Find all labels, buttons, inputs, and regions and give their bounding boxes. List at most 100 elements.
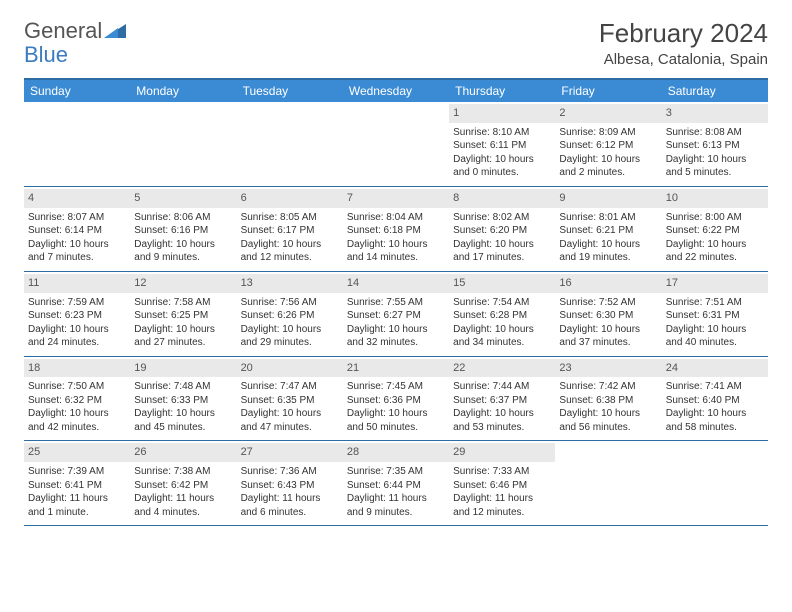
daylight2-text: and 58 minutes. (666, 421, 764, 435)
month-title: February 2024 (599, 18, 768, 49)
brand-part1: General (24, 18, 102, 44)
daylight1-text: Daylight: 10 hours (453, 407, 551, 421)
calendar-cell: 7Sunrise: 8:04 AMSunset: 6:18 PMDaylight… (343, 187, 449, 271)
sunrise-text: Sunrise: 7:50 AM (28, 380, 126, 394)
daylight1-text: Daylight: 10 hours (134, 238, 232, 252)
sunset-text: Sunset: 6:32 PM (28, 394, 126, 408)
calendar-cell: 26Sunrise: 7:38 AMSunset: 6:42 PMDayligh… (130, 441, 236, 525)
calendar-cell: 3 Sunrise: 8:08 AMSunset: 6:13 PMDaylight… (662, 102, 768, 186)
daylight2-text: and 47 minutes. (241, 421, 339, 435)
daylight1-text: Daylight: 10 hours (666, 153, 764, 167)
sunset-text: Sunset: 6:35 PM (241, 394, 339, 408)
day-number: 19 (130, 359, 236, 378)
day-number: 15 (449, 274, 555, 293)
daylight1-text: Daylight: 11 hours (28, 492, 126, 506)
calendar-cell: 23Sunrise: 7:42 AMSunset: 6:38 PMDayligh… (555, 357, 661, 441)
daylight2-text: and 9 minutes. (347, 506, 445, 520)
sunrise-text: Sunrise: 8:08 AM (666, 126, 764, 140)
day-number: 9 (555, 189, 661, 208)
calendar-cell: 20Sunrise: 7:47 AMSunset: 6:35 PMDayligh… (237, 357, 343, 441)
page-header: General February 2024 Albesa, Catalonia,… (24, 18, 768, 68)
calendar-week: 11Sunrise: 7:59 AMSunset: 6:23 PMDayligh… (24, 272, 768, 357)
sunrise-text: Sunrise: 7:39 AM (28, 465, 126, 479)
daylight2-text: and 56 minutes. (559, 421, 657, 435)
sunrise-text: Sunrise: 7:33 AM (453, 465, 551, 479)
daylight2-text: and 5 minutes. (666, 166, 764, 180)
sunset-text: Sunset: 6:26 PM (241, 309, 339, 323)
sunset-text: Sunset: 6:36 PM (347, 394, 445, 408)
daylight1-text: Daylight: 10 hours (666, 323, 764, 337)
daylight2-text: and 6 minutes. (241, 506, 339, 520)
day-number: 3 (662, 104, 768, 123)
calendar-cell (555, 441, 661, 525)
sunset-text: Sunset: 6:13 PM (666, 139, 764, 153)
sunrise-text: Sunrise: 7:58 AM (134, 296, 232, 310)
calendar-cell: 27Sunrise: 7:36 AMSunset: 6:43 PMDayligh… (237, 441, 343, 525)
daylight2-text: and 27 minutes. (134, 336, 232, 350)
sunrise-text: Sunrise: 8:04 AM (347, 211, 445, 225)
calendar-cell: 1Sunrise: 8:10 AMSunset: 6:11 PMDaylight… (449, 102, 555, 186)
daylight1-text: Daylight: 10 hours (453, 238, 551, 252)
weekday-header: Thursday (449, 80, 555, 102)
day-number: 7 (343, 189, 449, 208)
day-number: 4 (24, 189, 130, 208)
calendar-cell: 9Sunrise: 8:01 AMSunset: 6:21 PMDaylight… (555, 187, 661, 271)
daylight1-text: Daylight: 10 hours (134, 323, 232, 337)
sunset-text: Sunset: 6:31 PM (666, 309, 764, 323)
sunset-text: Sunset: 6:20 PM (453, 224, 551, 238)
day-number: 5 (130, 189, 236, 208)
calendar-cell: 16Sunrise: 7:52 AMSunset: 6:30 PMDayligh… (555, 272, 661, 356)
daylight2-text: and 12 minutes. (241, 251, 339, 265)
daylight1-text: Daylight: 10 hours (559, 153, 657, 167)
daylight1-text: Daylight: 10 hours (28, 238, 126, 252)
daylight2-text: and 19 minutes. (559, 251, 657, 265)
sunrise-text: Sunrise: 7:38 AM (134, 465, 232, 479)
calendar-week: 4Sunrise: 8:07 AMSunset: 6:14 PMDaylight… (24, 187, 768, 272)
calendar-cell: 6Sunrise: 8:05 AMSunset: 6:17 PMDaylight… (237, 187, 343, 271)
sunset-text: Sunset: 6:23 PM (28, 309, 126, 323)
day-number: 26 (130, 443, 236, 462)
daylight1-text: Daylight: 10 hours (666, 407, 764, 421)
brand-part2: Blue (24, 42, 68, 68)
sunset-text: Sunset: 6:33 PM (134, 394, 232, 408)
calendar-page: General February 2024 Albesa, Catalonia,… (0, 0, 792, 544)
sunrise-text: Sunrise: 8:06 AM (134, 211, 232, 225)
weekday-header: Wednesday (343, 80, 449, 102)
calendar-cell (130, 102, 236, 186)
calendar-cell: 5Sunrise: 8:06 AMSunset: 6:16 PMDaylight… (130, 187, 236, 271)
daylight1-text: Daylight: 10 hours (453, 153, 551, 167)
calendar-cell: 2Sunrise: 8:09 AMSunset: 6:12 PMDaylight… (555, 102, 661, 186)
daylight1-text: Daylight: 10 hours (347, 323, 445, 337)
daylight2-text: and 45 minutes. (134, 421, 232, 435)
sunset-text: Sunset: 6:27 PM (347, 309, 445, 323)
sunset-text: Sunset: 6:28 PM (453, 309, 551, 323)
sunset-text: Sunset: 6:25 PM (134, 309, 232, 323)
daylight1-text: Daylight: 11 hours (241, 492, 339, 506)
title-block: February 2024 Albesa, Catalonia, Spain (599, 18, 768, 68)
daylight2-text: and 42 minutes. (28, 421, 126, 435)
day-number: 1 (449, 104, 555, 123)
sunset-text: Sunset: 6:12 PM (559, 139, 657, 153)
day-number: 25 (24, 443, 130, 462)
day-number: 17 (662, 274, 768, 293)
day-number (130, 104, 236, 123)
calendar-cell: 12Sunrise: 7:58 AMSunset: 6:25 PMDayligh… (130, 272, 236, 356)
day-number: 28 (343, 443, 449, 462)
day-number: 6 (237, 189, 343, 208)
daylight1-text: Daylight: 11 hours (134, 492, 232, 506)
location-text: Albesa, Catalonia, Spain (599, 51, 768, 68)
daylight2-text: and 32 minutes. (347, 336, 445, 350)
calendar-cell: 11Sunrise: 7:59 AMSunset: 6:23 PMDayligh… (24, 272, 130, 356)
calendar-cell: 19Sunrise: 7:48 AMSunset: 6:33 PMDayligh… (130, 357, 236, 441)
day-number (343, 104, 449, 123)
day-number: 22 (449, 359, 555, 378)
day-number: 2 (555, 104, 661, 123)
daylight2-text: and 37 minutes. (559, 336, 657, 350)
calendar-cell: 18Sunrise: 7:50 AMSunset: 6:32 PMDayligh… (24, 357, 130, 441)
calendar-cell: 4Sunrise: 8:07 AMSunset: 6:14 PMDaylight… (24, 187, 130, 271)
sunrise-text: Sunrise: 8:00 AM (666, 211, 764, 225)
sunrise-text: Sunrise: 8:02 AM (453, 211, 551, 225)
day-number: 13 (237, 274, 343, 293)
daylight2-text: and 12 minutes. (453, 506, 551, 520)
calendar-week: 1Sunrise: 8:10 AMSunset: 6:11 PMDaylight… (24, 102, 768, 187)
